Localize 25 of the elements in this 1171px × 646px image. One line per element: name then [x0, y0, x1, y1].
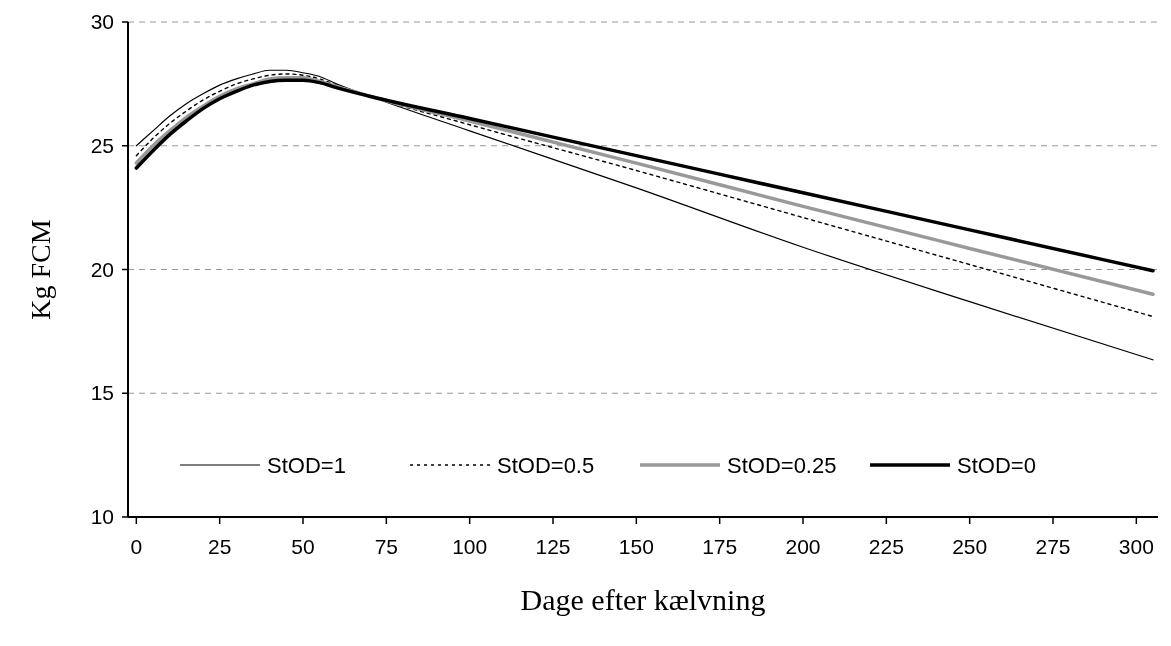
y-tick-label: 10 [90, 505, 114, 528]
legend-label: StOD=0.5 [497, 453, 595, 478]
x-tick-label: 150 [618, 535, 654, 558]
x-tick-label: 250 [952, 535, 988, 558]
y-tick-label: 15 [90, 381, 114, 405]
x-tick-label: 275 [1035, 535, 1071, 558]
x-tick-label: 50 [291, 535, 315, 558]
x-tick-label: 200 [785, 535, 821, 558]
x-tick-label: 175 [702, 535, 738, 558]
legend-label: StOD=1 [267, 453, 346, 478]
y-tick-label: 30 [90, 10, 114, 33]
legend-label: StOD=0.25 [727, 453, 837, 478]
x-axis-title: Dage efter kælvning [520, 583, 766, 616]
x-tick-label: 300 [1118, 535, 1154, 558]
y-axis-title: Kg FCM [25, 219, 56, 320]
legend-label: StOD=0 [957, 453, 1036, 478]
x-tick-label: 75 [374, 535, 399, 558]
y-tick-label: 25 [90, 133, 114, 157]
x-tick-label: 225 [868, 535, 904, 558]
x-tick-label: 25 [207, 535, 232, 558]
x-tick-label: 0 [130, 535, 143, 558]
x-tick-label: 125 [535, 535, 571, 558]
y-tick-label: 20 [90, 257, 114, 281]
x-tick-label: 100 [452, 535, 488, 558]
line-series [135, 69, 1154, 361]
